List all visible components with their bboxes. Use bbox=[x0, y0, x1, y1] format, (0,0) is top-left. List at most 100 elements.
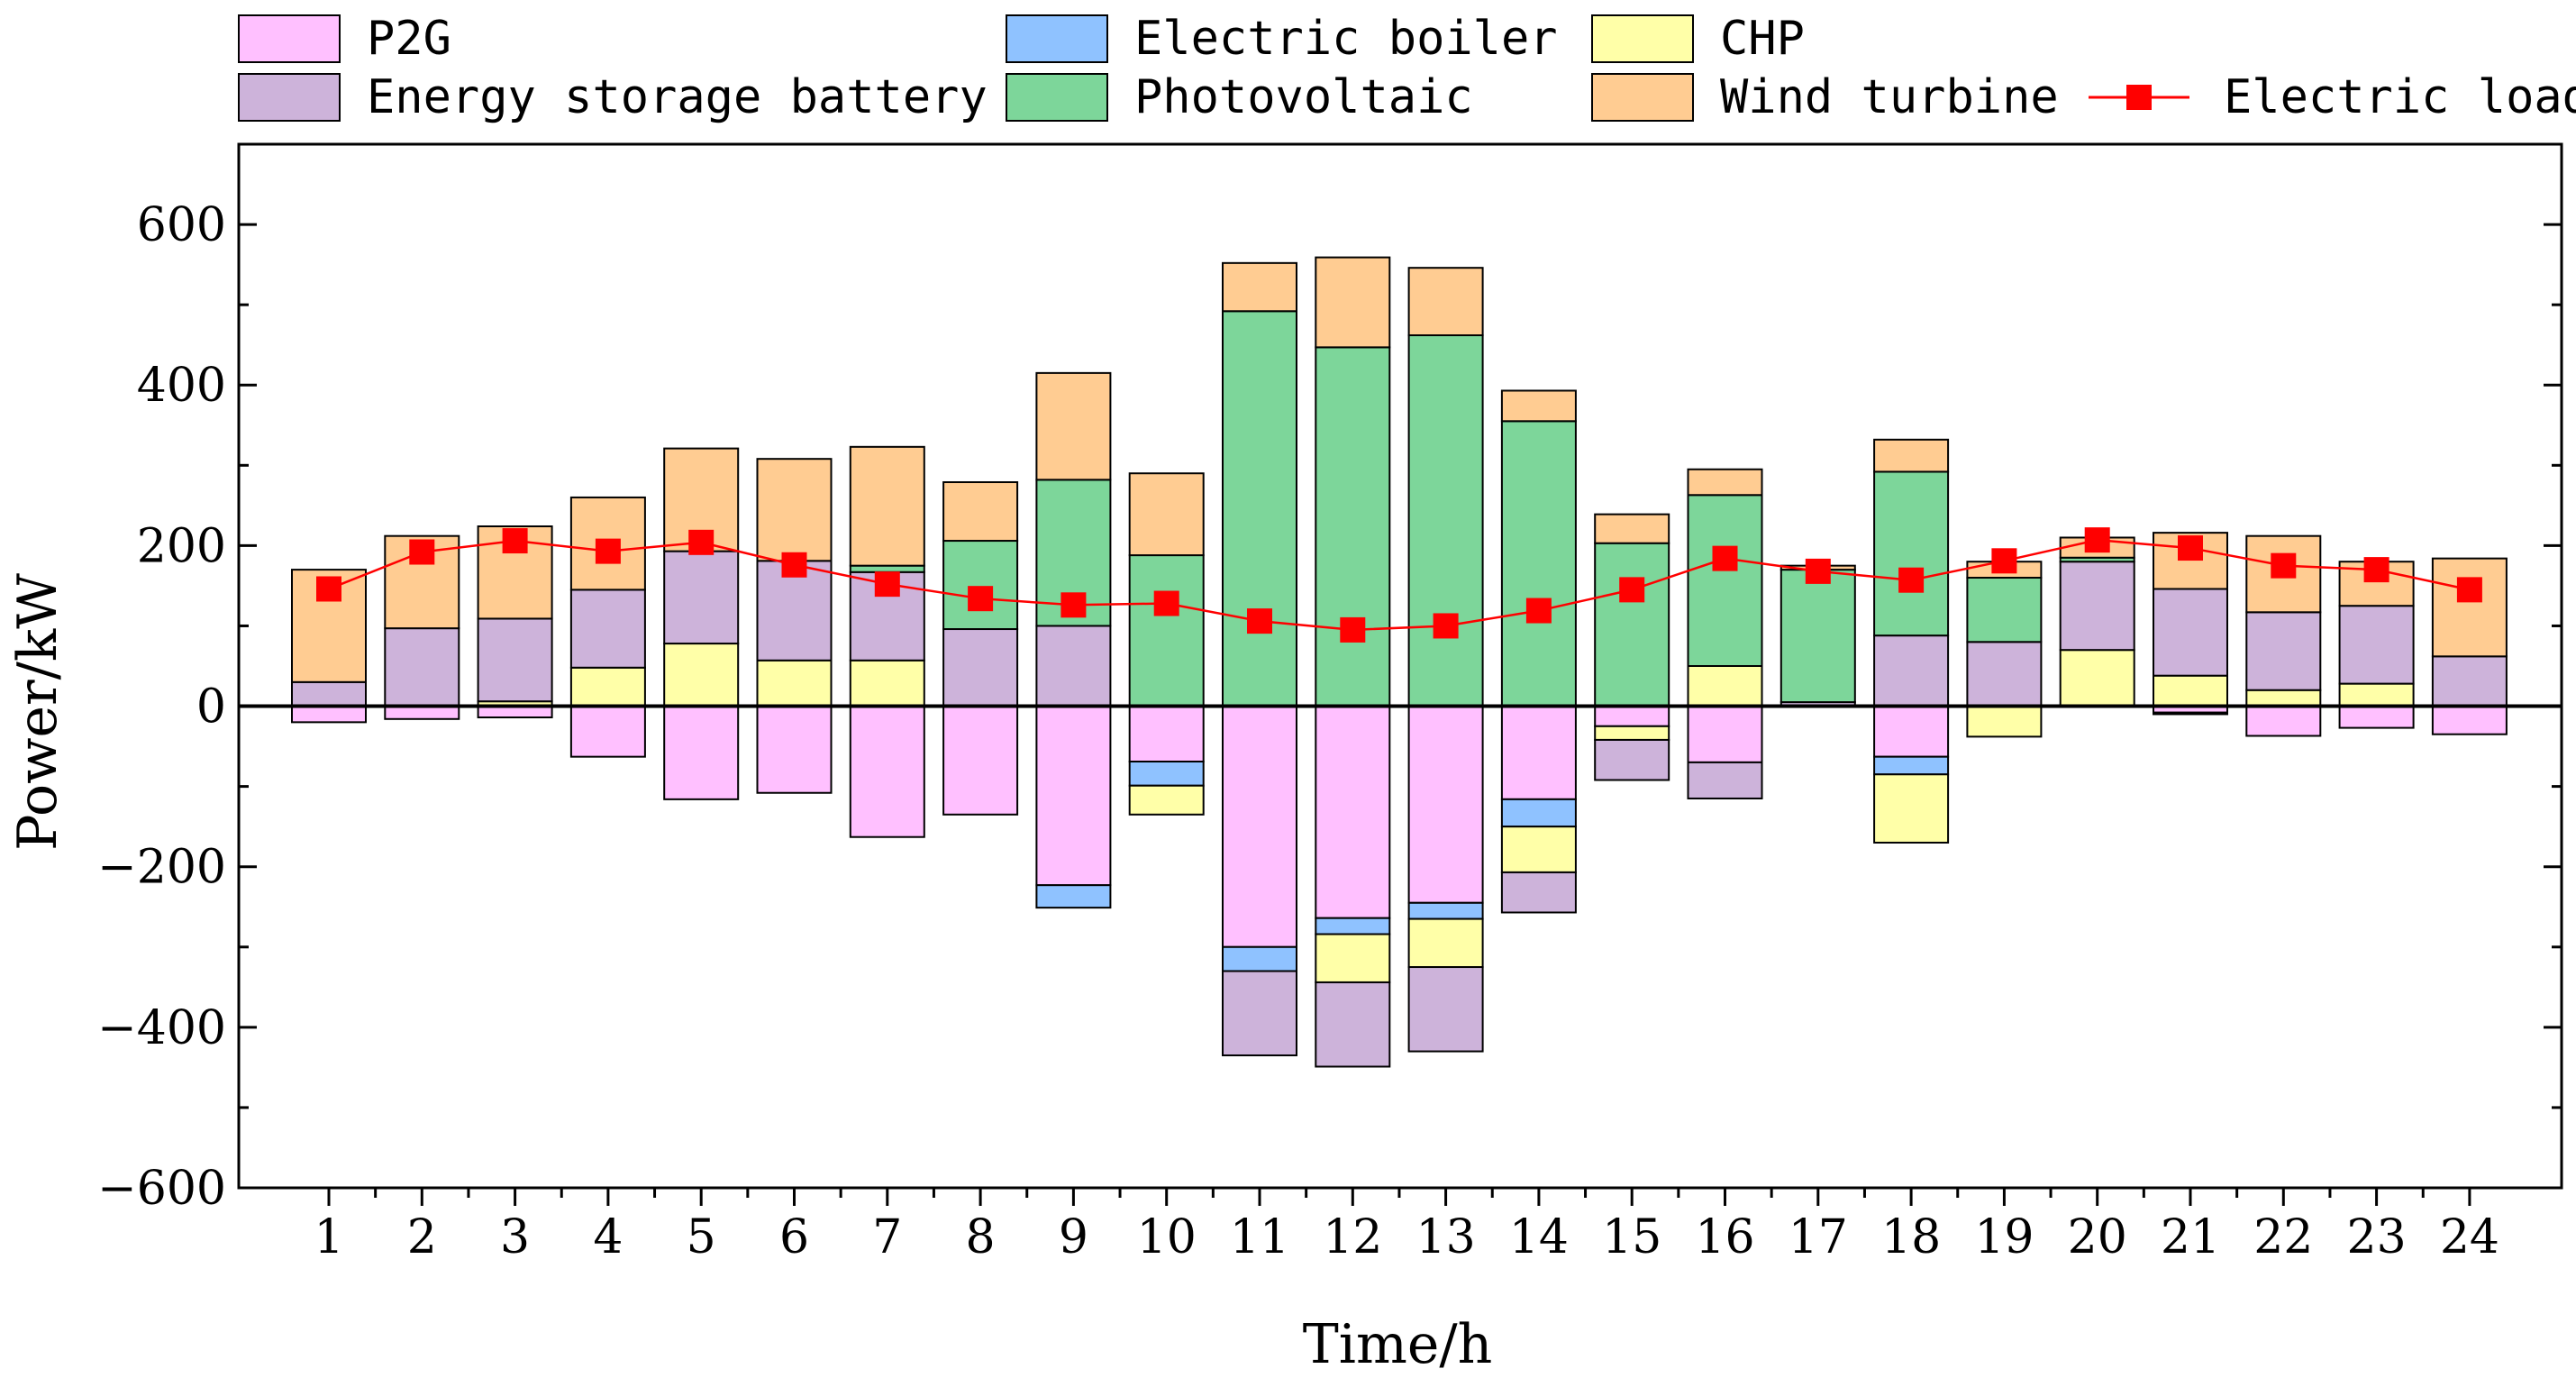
bar-chp-20 bbox=[2059, 649, 2135, 707]
electric-load-point-22 bbox=[2271, 552, 2297, 579]
bar-chp-21 bbox=[2153, 674, 2228, 707]
electric-load-point-1 bbox=[316, 576, 341, 602]
legend-swatch-energy-storage-battery bbox=[238, 73, 341, 122]
bar-photovoltaic-18 bbox=[1873, 470, 1950, 637]
x-tick-label: 12 bbox=[1323, 1210, 1382, 1264]
electric-load-point-11 bbox=[1247, 608, 1272, 634]
bar-chp-15 bbox=[1594, 725, 1670, 741]
bar-wind-turbine-18 bbox=[1873, 438, 1950, 473]
x-tick-label: 3 bbox=[500, 1210, 530, 1264]
x-tick-label: 10 bbox=[1137, 1210, 1197, 1264]
bar-energy-storage-battery-22 bbox=[2245, 611, 2322, 691]
bar-photovoltaic-16 bbox=[1687, 494, 1763, 668]
bar-chp-12 bbox=[1315, 933, 1391, 983]
x-tick-label: 19 bbox=[1974, 1210, 2034, 1264]
x-tick-label: 9 bbox=[1059, 1210, 1088, 1264]
bar-energy-storage-battery-12 bbox=[1315, 981, 1391, 1068]
electric-load-point-23 bbox=[2363, 557, 2389, 583]
bar-photovoltaic-8 bbox=[942, 540, 1019, 631]
y-tick-label: 400 bbox=[137, 359, 226, 413]
x-tick-label: 14 bbox=[1509, 1210, 1569, 1264]
bar-chp-10 bbox=[1128, 784, 1205, 816]
bar-p2g-24 bbox=[2431, 705, 2508, 735]
bar-photovoltaic-13 bbox=[1407, 334, 1484, 707]
x-tick-label: 8 bbox=[966, 1210, 996, 1264]
bar-p2g-12 bbox=[1315, 705, 1391, 919]
bar-p2g-15 bbox=[1594, 705, 1670, 727]
x-tick-label: 5 bbox=[687, 1210, 716, 1264]
electric-load-point-8 bbox=[968, 586, 994, 612]
electric-load-point-6 bbox=[781, 552, 807, 578]
bar-wind-turbine-11 bbox=[1222, 261, 1297, 313]
x-tick-label: 21 bbox=[2161, 1210, 2220, 1264]
legend-label-electric-boiler: Electric boiler bbox=[1134, 12, 1558, 66]
x-tick-label: 1 bbox=[314, 1210, 343, 1264]
bar-wind-turbine-16 bbox=[1687, 468, 1763, 497]
bar-energy-storage-battery-15 bbox=[1594, 738, 1670, 781]
bar-p2g-18 bbox=[1873, 705, 1950, 758]
bar-wind-turbine-21 bbox=[2153, 532, 2228, 590]
bar-energy-storage-battery-13 bbox=[1407, 966, 1484, 1053]
x-tick-label: 11 bbox=[1230, 1210, 1289, 1264]
x-tick-label: 6 bbox=[779, 1210, 809, 1264]
bar-electric-boiler-13 bbox=[1407, 901, 1484, 920]
electric-load-point-4 bbox=[595, 538, 621, 564]
bar-chp-13 bbox=[1407, 917, 1484, 969]
x-tick-label: 20 bbox=[2068, 1210, 2127, 1264]
x-tick-label: 17 bbox=[1789, 1210, 1848, 1264]
x-tick-label: 15 bbox=[1602, 1210, 1661, 1264]
bar-wind-turbine-7 bbox=[849, 445, 925, 567]
x-tick-label: 2 bbox=[407, 1210, 437, 1264]
bar-photovoltaic-11 bbox=[1222, 310, 1297, 707]
electric-load-point-9 bbox=[1060, 592, 1087, 618]
electric-load-point-5 bbox=[688, 529, 715, 555]
bar-electric-boiler-9 bbox=[1035, 884, 1112, 909]
bar-chp-18 bbox=[1873, 773, 1950, 844]
bar-photovoltaic-15 bbox=[1594, 542, 1670, 707]
y-tick-label: −400 bbox=[97, 1001, 226, 1055]
legend-swatch-p2g bbox=[238, 14, 341, 63]
bar-energy-storage-battery-9 bbox=[1035, 625, 1112, 707]
bar-energy-storage-battery-14 bbox=[1500, 871, 1577, 914]
bar-p2g-11 bbox=[1222, 705, 1297, 948]
bar-p2g-16 bbox=[1687, 705, 1763, 763]
electric-load-point-13 bbox=[1433, 613, 1459, 639]
bar-wind-turbine-9 bbox=[1035, 371, 1112, 481]
electric-load-point-2 bbox=[409, 539, 435, 565]
bar-chp-23 bbox=[2338, 682, 2415, 707]
legend-label-wind-turbine: Wind turbine bbox=[1720, 70, 2059, 124]
bar-p2g-14 bbox=[1500, 705, 1577, 800]
bar-wind-turbine-6 bbox=[756, 458, 833, 562]
bar-electric-boiler-14 bbox=[1500, 798, 1577, 828]
bar-wind-turbine-14 bbox=[1500, 389, 1577, 423]
bar-electric-boiler-10 bbox=[1128, 761, 1205, 787]
legend-label-chp: CHP bbox=[1720, 12, 1805, 66]
legend-swatch-wind-turbine bbox=[1591, 73, 1694, 122]
bar-p2g-10 bbox=[1128, 705, 1205, 763]
x-tick-label: 24 bbox=[2440, 1210, 2499, 1264]
bar-energy-storage-battery-19 bbox=[1966, 641, 2043, 707]
y-tick-label: −600 bbox=[97, 1162, 226, 1216]
legend-label-p2g: P2G bbox=[367, 12, 451, 66]
electric-load-point-17 bbox=[1805, 558, 1831, 584]
bar-photovoltaic-14 bbox=[1500, 420, 1577, 707]
bar-wind-turbine-10 bbox=[1128, 472, 1205, 557]
bar-p2g-9 bbox=[1035, 705, 1112, 887]
bar-p2g-8 bbox=[942, 705, 1019, 816]
bar-electric-boiler-21 bbox=[2153, 711, 2228, 716]
electric-load-point-15 bbox=[1619, 577, 1645, 603]
bar-chp-14 bbox=[1500, 826, 1577, 873]
y-tick-label: 0 bbox=[196, 680, 226, 735]
x-tick-label: 18 bbox=[1881, 1210, 1941, 1264]
bar-electric-boiler-12 bbox=[1315, 917, 1391, 935]
x-tick-label: 22 bbox=[2253, 1210, 2313, 1264]
electric-load-point-10 bbox=[1153, 590, 1179, 616]
bar-p2g-5 bbox=[663, 705, 740, 800]
bar-p2g-2 bbox=[384, 705, 460, 720]
bar-energy-storage-battery-4 bbox=[569, 589, 646, 669]
legend-label-photovoltaic: Photovoltaic bbox=[1134, 70, 1473, 124]
legend-swatch-electric-boiler bbox=[1006, 14, 1108, 63]
